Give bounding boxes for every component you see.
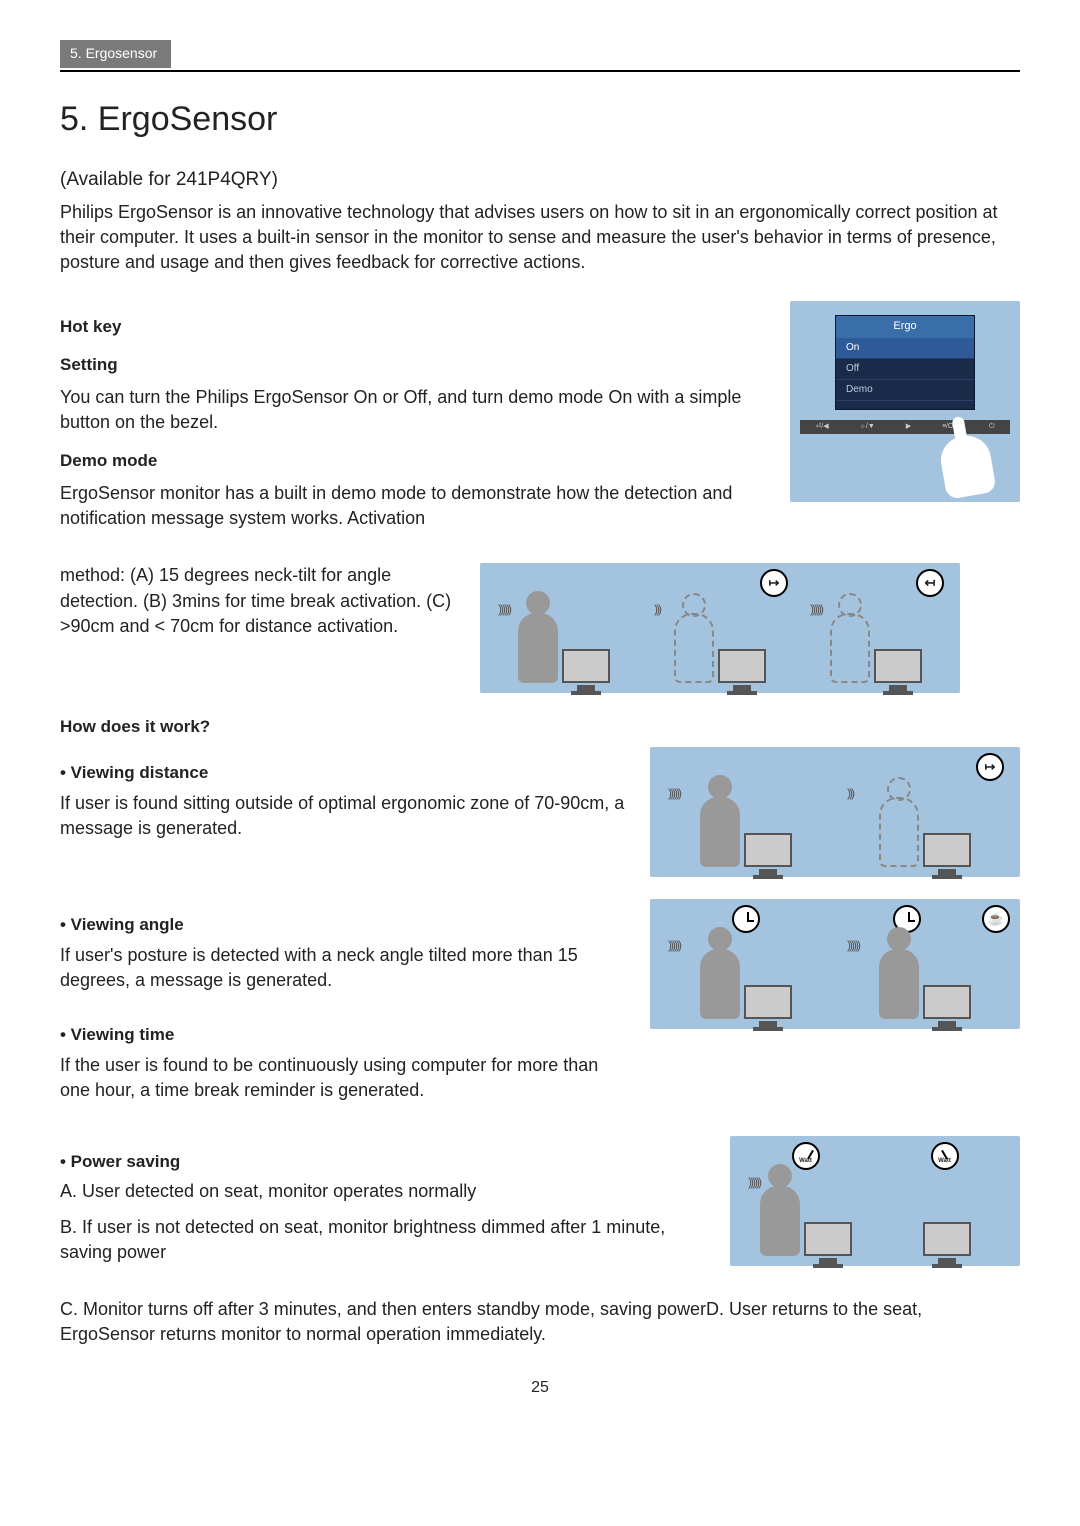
divider [60,70,1020,72]
monitor-icon [744,833,792,867]
person-dashed-icon [879,797,919,867]
scene: )))))) [490,573,638,683]
clock-icon [732,905,760,933]
person-icon [700,949,740,1019]
osd-menu-title: Ergo [836,316,974,337]
power-saving-b: B. If user is not detected on seat, moni… [60,1215,710,1265]
power-saving-a: A. User detected on seat, monitor operat… [60,1179,710,1204]
page-title: 5. ErgoSensor [60,96,1020,144]
waves-icon: )))))) [668,937,680,954]
monitor-icon [562,649,610,683]
viewing-angle-heading: • Viewing angle [60,913,630,937]
osd-figure: Ergo On Off Demo ⏎/◀ ☼/▼ ▶ ≡/OK ⏻ [790,301,1020,501]
viewing-time-heading: • Viewing time [60,1023,630,1047]
demo-text-1: ErgoSensor monitor has a built in demo m… [60,481,770,531]
monitor-icon [804,1222,852,1256]
scene: ↦ ))) [646,573,794,683]
osd-btn: ▶ [906,422,911,432]
coffee-icon: ☕ [982,905,1010,933]
subtitle: (Available for 241P4QRY) [60,167,1020,194]
person-icon [700,797,740,867]
scene: )))))) [660,909,831,1019]
monitor-icon [923,833,971,867]
viewing-distance-text: If user is found sitting outside of opti… [60,791,630,841]
monitor-icon [744,985,792,1019]
waves-icon: ))) [654,601,660,618]
scene: )))))) [660,757,831,867]
person-icon [879,949,919,1019]
distance-far-icon: ↦ [760,569,788,597]
power-saving-c: C. Monitor turns off after 3 minutes, an… [60,1297,1020,1347]
viewing-time-text: If the user is found to be continuously … [60,1053,630,1103]
time-panel: )))))) ☕ )))))) [650,899,1020,1029]
demo-panel: )))))) ↦ ))) ↤ )))))) [480,563,960,693]
scene: Watt [879,1146,1010,1256]
osd-btn: ⏎/◀ [815,422,828,432]
osd-btn: ⏻ [989,422,995,432]
hotkey-heading: Hot key [60,315,770,339]
monitor-icon [923,1222,971,1256]
setting-text: You can turn the Philips ErgoSensor On o… [60,385,770,435]
watt-label: Watt [933,1157,957,1165]
header-tab: 5. Ergosensor [60,40,171,68]
intro-text: Philips ErgoSensor is an innovative tech… [60,200,1020,276]
demo-heading: Demo mode [60,449,770,473]
osd-bezel: ⏎/◀ ☼/▼ ▶ ≡/OK ⏻ [800,420,1010,434]
waves-icon: )))))) [498,601,510,618]
how-heading: How does it work? [60,715,1020,739]
waves-icon: )))))) [668,785,680,802]
distance-close-icon: ↤ [916,569,944,597]
osd-base [800,442,1010,492]
person-dashed-icon [674,613,714,683]
viewing-distance-heading: • Viewing distance [60,761,630,785]
monitor-icon [718,649,766,683]
demo-text-2: method: (A) 15 degrees neck-tilt for ang… [60,563,460,639]
monitor-icon [874,649,922,683]
scene: Watt )))))) [740,1146,871,1256]
gauge-low-icon: Watt [931,1142,959,1170]
scene: ↤ )))))) [802,573,950,683]
hand-icon [937,432,997,500]
setting-heading: Setting [60,353,770,377]
page-number: 25 [60,1377,1020,1399]
waves-icon: )))))) [748,1174,760,1191]
osd-item-on: On [836,338,974,359]
scene: ☕ )))))) [839,909,1010,1019]
person-dashed-icon [830,613,870,683]
waves-icon: ))) [847,785,853,802]
osd-item-demo: Demo [836,380,974,401]
person-icon [518,613,558,683]
viewing-angle-text: If user's posture is detected with a nec… [60,943,630,993]
waves-icon: )))))) [810,601,822,618]
monitor-icon [923,985,971,1019]
power-panel: Watt )))))) Watt [730,1136,1020,1266]
gauge-icon: Watt [792,1142,820,1170]
alert-icon: ↦ [976,753,1004,781]
waves-icon: )))))) [847,937,859,954]
watt-label: Watt [794,1157,818,1165]
scene: ↦ ))) [839,757,1010,867]
osd-btn: ☼/▼ [860,422,875,432]
distance-panel: )))))) ↦ ))) [650,747,1020,877]
osd-menu: Ergo On Off Demo [835,315,975,409]
person-icon [760,1186,800,1256]
osd-item-off: Off [836,359,974,380]
power-saving-heading: • Power saving [60,1150,710,1174]
